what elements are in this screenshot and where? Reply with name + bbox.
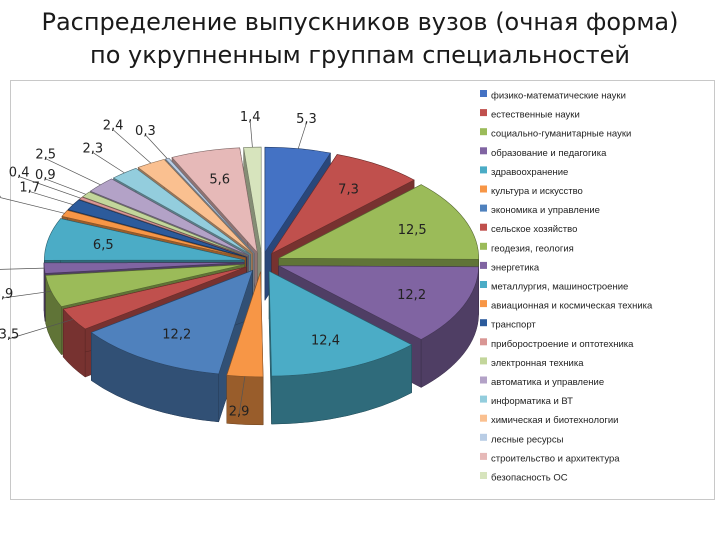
chart-title-line-2: по укрупненным группам специальностей: [90, 41, 630, 69]
slice-value-label: 1,7: [19, 181, 40, 196]
legend-label: геодезия, геология: [491, 243, 574, 254]
slice-value-label: 12,5: [398, 223, 427, 238]
legend-label: металлургия, машиностроение: [491, 282, 628, 293]
slice-value-label: 2,5: [35, 148, 56, 163]
legend-swatch: [480, 452, 487, 460]
slice-value-label: 6,5: [93, 238, 114, 253]
legend-label: социально-гуманитарные науки: [491, 129, 631, 140]
value-labels: 5,37,312,512,212,42,912,23,54,91,66,511,…: [0, 110, 427, 419]
legend-swatch: [480, 300, 487, 308]
legend-swatch: [480, 109, 487, 117]
slice-value-label: 4,9: [0, 287, 13, 302]
legend-label: информатика и ВТ: [491, 396, 573, 407]
legend-label: экономика и управление: [491, 205, 600, 216]
legend-swatch: [480, 261, 487, 269]
legend-swatch: [480, 128, 487, 136]
legend-label: культура и искусство: [491, 186, 583, 197]
legend-label: транспорт: [491, 320, 536, 331]
slice-value-label: 1: [0, 186, 2, 201]
legend-swatch: [480, 281, 487, 288]
leader-line: [29, 191, 74, 205]
leader-line: [238, 376, 246, 416]
legend-label: физико-математические науки: [491, 91, 626, 102]
legend-swatch: [480, 204, 487, 212]
chart-title-line-1: Распределение выпускников вузов (очная ф…: [41, 8, 679, 36]
legend-label: сельское хозяйство: [491, 224, 577, 235]
leader-line: [8, 319, 74, 340]
legend-label: электронная техника: [491, 358, 584, 369]
legend-label: энергетика: [491, 262, 540, 273]
leader-line: [45, 158, 101, 186]
leader-line: [297, 122, 307, 149]
slice-value-label: 2,4: [103, 119, 124, 134]
legend-swatch: [480, 166, 487, 174]
legend-swatch: [480, 185, 487, 193]
legend-swatch: [480, 338, 487, 346]
slice-value-label: 3,5: [0, 328, 19, 343]
legend-label: химическая и биотехнологии: [491, 415, 618, 426]
legend-label: образование и педагогика: [491, 148, 607, 159]
legend-swatch: [480, 319, 487, 327]
leader-line: [2, 290, 52, 299]
pie-slices: [43, 146, 479, 426]
slice-value-label: 0,9: [35, 168, 56, 183]
leader-line: [19, 176, 81, 199]
legend-label: авиационная и космическая техника: [491, 301, 653, 312]
slice-value-label: 2,3: [82, 142, 103, 157]
slice-value-label: 0,3: [135, 124, 156, 139]
pie-slice: [268, 270, 413, 425]
slice-value-label: 12,2: [397, 288, 426, 303]
legend-swatch: [480, 223, 487, 231]
slice-value-label: 12,4: [311, 334, 340, 349]
slice-value-label: 0,4: [9, 166, 30, 181]
slice-value-label: 2,9: [229, 404, 250, 419]
leader-line: [249, 120, 253, 148]
legend-label: приборостроение и оптотехника: [491, 339, 634, 350]
legend-swatch: [480, 147, 487, 155]
legend-swatch: [480, 357, 487, 365]
legend-label: естественные науки: [491, 110, 580, 121]
leader-line: [112, 129, 152, 164]
chart-title: Распределение выпускников вузов (очная ф…: [0, 6, 720, 72]
leader-line: [145, 134, 168, 159]
legend-swatch: [480, 376, 487, 384]
legend-swatch: [480, 242, 487, 250]
slice-value-label: 5,3: [296, 112, 317, 127]
leader-line: [45, 178, 86, 195]
leader-line: [0, 197, 65, 214]
legend-swatch: [480, 414, 487, 422]
legend-label: безопасность ОС: [491, 473, 568, 484]
legend-swatch: [480, 472, 487, 479]
legend-label: здравоохранение: [491, 167, 568, 178]
legend-label: автоматика и управление: [491, 377, 604, 388]
leader-lines: [0, 120, 307, 416]
leader-line: [92, 152, 125, 174]
legend-label: строительство и архитектура: [491, 453, 620, 464]
legend-label: лесные ресурсы: [491, 434, 564, 445]
slice-value-label: 7,3: [338, 183, 359, 198]
legend-swatch: [480, 433, 487, 441]
slice-value-label: 1,4: [240, 110, 261, 125]
legend-swatch: [480, 90, 487, 97]
legend-swatch: [480, 395, 487, 403]
slice-value-label: 12,2: [162, 328, 191, 343]
slice-value-label: 5,6: [209, 172, 230, 187]
leader-line: [0, 267, 45, 270]
legend: физико-математические науки естественные …: [480, 90, 653, 484]
